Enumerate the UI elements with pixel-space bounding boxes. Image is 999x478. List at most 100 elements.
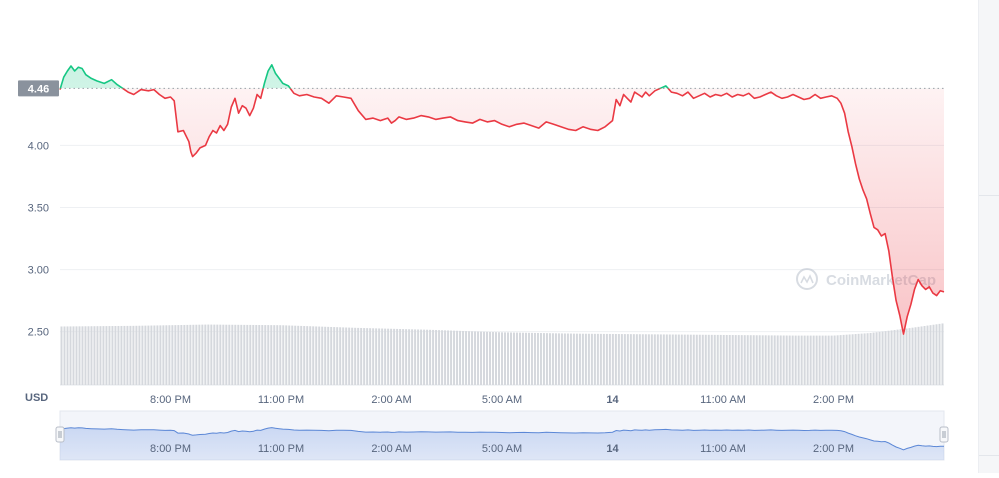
volume-bar [698,334,701,385]
volume-bar [869,332,872,385]
volume-bar [162,325,165,385]
volume-bar [114,326,117,385]
navigator: 8:00 PM 11:00 PM 2:00 AM 5:00 AM 14 11:00 AM 2… [55,410,949,461]
volume-bar [78,326,81,385]
volume-bar [899,329,902,385]
volume-bar [183,324,186,385]
volume-bar [132,325,135,385]
volume-bar [228,324,231,385]
volume-bar [414,329,417,385]
volume-bar [378,328,381,385]
volume-bar [773,335,776,385]
volume-bar [860,333,863,385]
volume-bar [629,334,632,385]
volume-bar [752,335,755,385]
volume-bar [587,333,590,385]
volume-bar [234,324,237,385]
volume-bar [405,329,408,385]
volume-bar [93,326,96,385]
volume-bar [569,333,572,385]
volume-bar [776,335,779,385]
volume-bar [905,328,908,385]
volume-bar [189,324,192,385]
volume-bar [686,334,689,385]
volume-bar [554,333,557,385]
volume-bar [267,325,270,385]
volume-bar [818,335,821,385]
volume-bar [216,324,219,385]
volume-bar [306,326,309,385]
volume-bar [941,323,944,385]
volume-bar [872,332,875,385]
volume-bar [707,334,710,385]
volume-bar [674,334,677,385]
volume-bar [572,333,575,385]
volume-bar [108,326,111,385]
y-tick-label: 3.00 [28,265,49,277]
volume-bar [638,334,641,385]
volume-bar [411,329,414,385]
x-tick-label: 14 [606,394,619,406]
volume-bar [809,335,812,385]
volume-bar [791,335,794,385]
navigator-handle-left[interactable] [55,426,65,443]
volume-bar [195,324,198,385]
volume-bar [701,334,704,385]
volume-bar [72,326,75,385]
volume-bar [521,332,524,385]
volume-bar [743,335,746,385]
volume-bar [363,328,366,385]
volume-bar [539,333,542,385]
volume-bar [255,324,258,385]
volume-bar [309,326,312,385]
x-tick-label: 5:00 AM [482,394,522,406]
volume-bar [908,328,911,385]
volume-bar [626,334,629,385]
volume-bar [887,330,890,385]
volume-bar [90,326,93,385]
volume-bar [243,324,246,385]
volume-bar [722,334,725,385]
volume-bar [542,333,545,385]
volume-bar [213,324,216,385]
volume-bar [168,325,171,385]
volume-bar [734,335,737,385]
volume-bar [845,334,848,385]
volume-bar [548,333,551,385]
volume-bar [518,332,521,385]
x-tick-label: 2:00 PM [813,394,854,406]
volume-bar [857,333,860,385]
volume-bar [336,327,339,385]
volume-bar [81,326,84,385]
volume-bar [498,332,501,385]
volume-bar [524,332,527,385]
volume-bar [351,327,354,385]
volume-bar [527,332,530,385]
volume-bar [252,324,255,385]
volume-bar [602,333,605,385]
volume-bar [408,329,411,385]
volume-bar [453,330,456,385]
volume-bar [659,334,662,385]
volume-bar [761,335,764,385]
volume-bar [824,335,827,385]
volume-bar [429,329,432,385]
navigator-line [59,427,945,451]
volume-bar [581,333,584,385]
navigator-handle-right[interactable] [939,426,949,443]
volume-bar [489,331,492,385]
volume-bar [303,326,306,385]
volume-bar [402,329,405,385]
volume-bar [605,333,608,385]
volume-bar [632,334,635,385]
volume-bar [138,325,141,385]
volume-bar [692,334,695,385]
volume-bar [450,330,453,385]
volume-bar [635,334,638,385]
volume-bar [219,324,222,385]
volume-bar [716,334,719,385]
volume-bar [713,334,716,385]
volume-bar [725,334,728,385]
volume-bar [656,334,659,385]
volume-bar [575,333,578,385]
